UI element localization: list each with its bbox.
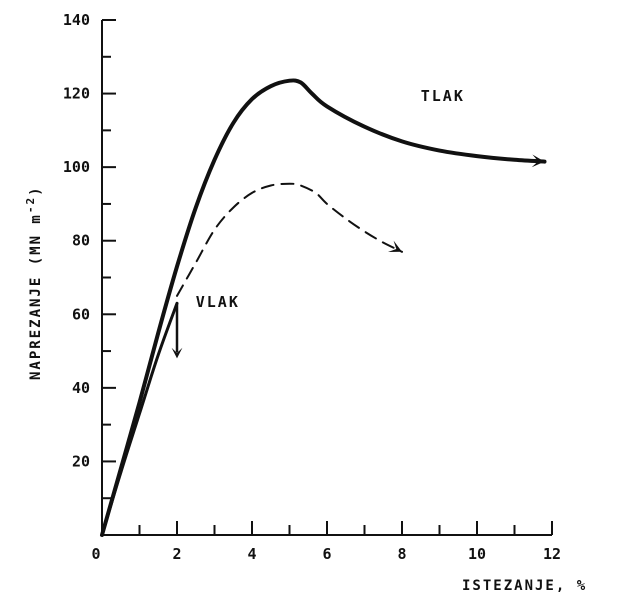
series-vlak-arrow: [171, 347, 183, 359]
series-tlak-line: [100, 78, 547, 537]
annotation-vlak: VLAK: [196, 293, 240, 311]
x-tick-label: 10: [468, 545, 486, 563]
x-tick-label: 0: [91, 545, 100, 563]
y-axis-label-end: ): [28, 185, 44, 195]
series-group: [100, 78, 547, 537]
series-dashed-line: [176, 182, 403, 297]
x-tick-label: 4: [247, 545, 256, 563]
annotations: TLAK VLAK: [196, 87, 465, 311]
x-tick-label: 8: [397, 545, 406, 563]
y-axis-label: NAPREZANJE (MN m-2): [24, 185, 44, 380]
x-tick-label: 2: [172, 545, 181, 563]
y-tick-label: 20: [72, 452, 90, 470]
y-tick-label: 80: [72, 232, 90, 250]
series-tlak-arrow: [531, 154, 545, 168]
x-tick-label: 12: [543, 545, 561, 563]
axes: [101, 20, 552, 536]
y-axis-label-sup: -2: [24, 196, 37, 213]
y-tick-label: 120: [63, 85, 90, 103]
tick-labels: 0 2 4 6 8 10 12 20 40 60 80 100 120 140: [63, 11, 561, 563]
annotation-tlak: TLAK: [421, 87, 465, 105]
y-axis-label-main: NAPREZANJE (MN m: [28, 213, 44, 380]
x-axis-label: ISTEZANJE, %: [462, 578, 587, 594]
y-tick-label: 40: [72, 379, 90, 397]
tick-marks: [102, 19, 553, 535]
series-vlak-line: [100, 301, 179, 537]
series-dashed-arrow: [388, 240, 402, 252]
y-tick-label: 140: [63, 11, 90, 29]
y-tick-label: 100: [63, 158, 90, 176]
y-tick-label: 60: [72, 305, 90, 323]
x-tick-label: 6: [322, 545, 331, 563]
